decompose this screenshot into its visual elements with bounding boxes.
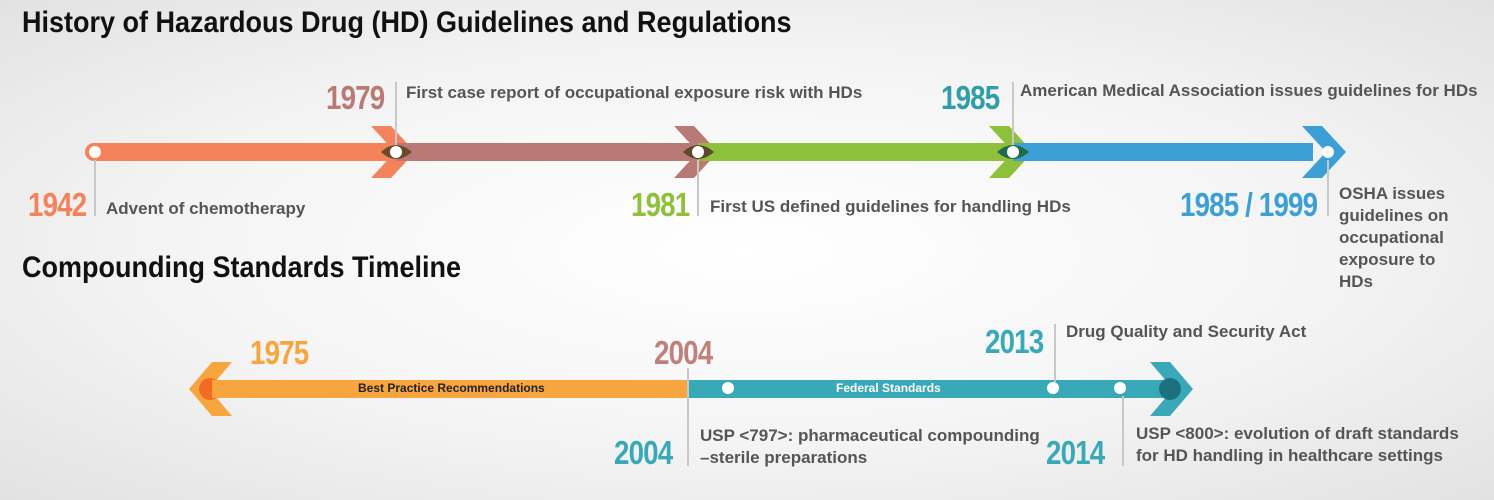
- dot-2014: [1114, 382, 1126, 394]
- year-1981: 1981: [631, 186, 690, 223]
- dot-2013: [1047, 382, 1059, 394]
- year-2013: 2013: [985, 323, 1044, 360]
- dot-1979: [390, 146, 402, 158]
- year-1979: 1979: [326, 79, 385, 116]
- segment-best-practice: [212, 380, 688, 398]
- timeline-1-arrow: [85, 126, 1346, 178]
- year-2004-bottom: 2004: [614, 434, 673, 471]
- segment-1985-1999: [1013, 143, 1313, 161]
- segment-1981-1985: [698, 143, 1012, 161]
- event-1942-text: Advent of chemotherapy: [106, 199, 306, 218]
- event-1979-text: First case report of occupational exposu…: [406, 83, 863, 102]
- timeline-2-arrow: [189, 362, 1193, 416]
- segment-1979-1981: [396, 143, 696, 161]
- right-cap: [1159, 378, 1181, 400]
- event-2004-text-line1: USP <797>: pharmaceutical compounding: [700, 426, 1040, 445]
- segment-label-federal: Federal Standards: [836, 381, 941, 395]
- right-arrowhead: [1150, 362, 1193, 416]
- dot-1985: [1007, 146, 1019, 158]
- year-2014: 2014: [1046, 434, 1105, 471]
- year-2004-top: 2004: [654, 334, 713, 371]
- event-2013-text: Drug Quality and Security Act: [1066, 322, 1307, 341]
- timeline-1-leaders: [94, 82, 1329, 216]
- left-arrowhead: [189, 362, 232, 416]
- timeline-2-leaders: [687, 324, 1124, 466]
- segment-label-best-practice: Best Practice Recommendations: [358, 381, 545, 395]
- event-2014-text-line2: for HD handling in healthcare settings: [1136, 446, 1443, 465]
- event-1985-text: American Medical Association issues guid…: [1020, 81, 1478, 100]
- event-1981-text: First US defined guidelines for handling…: [710, 197, 1071, 216]
- year-1985: 1985: [941, 79, 1000, 116]
- year-1942: 1942: [28, 186, 87, 223]
- segment-1942-1979: [85, 143, 393, 161]
- segment-federal: [688, 380, 1166, 398]
- dot-1981: [692, 146, 704, 158]
- dot-1999: [1322, 146, 1334, 158]
- year-1975: 1975: [250, 334, 309, 371]
- section-2-title: Compounding Standards Timeline: [22, 251, 462, 284]
- section-1-title: History of Hazardous Drug (HD) Guideline…: [22, 6, 792, 39]
- event-2014-text-line1: USP <800>: evolution of draft standards: [1136, 424, 1459, 443]
- event-2004-text-line2: –sterile preparations: [700, 448, 868, 467]
- dot-2004: [722, 382, 734, 394]
- chevron-end: [1302, 126, 1346, 178]
- year-1985-1999: 1985 / 1999: [1180, 186, 1318, 223]
- event-1999-text: OSHA issues guidelines on occupational e…: [1339, 184, 1449, 291]
- dot-1942: [89, 146, 101, 158]
